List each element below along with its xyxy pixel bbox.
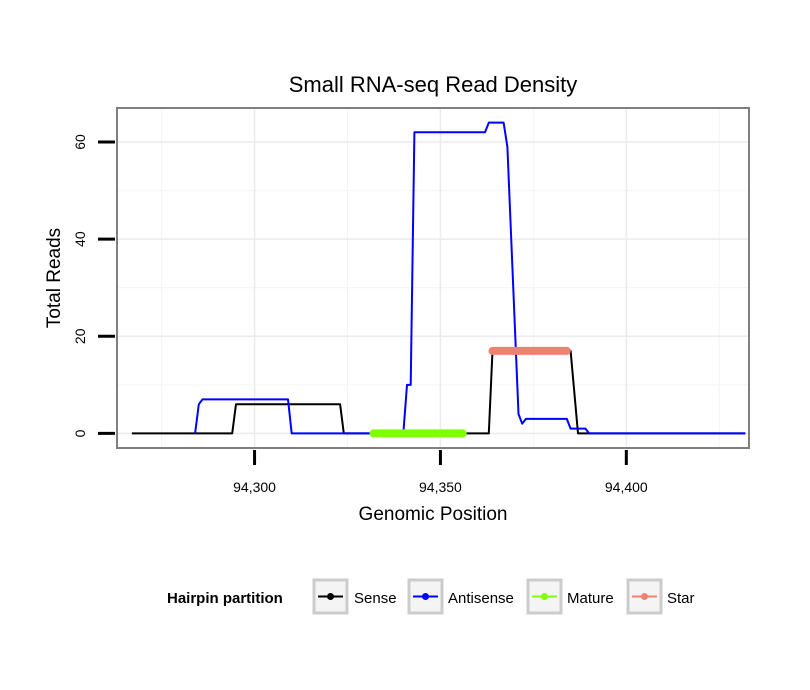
series-line-antisense: [194, 121, 746, 435]
legend-label: Mature: [567, 590, 614, 607]
y-tick-label: 0: [72, 429, 88, 437]
series-lines: [131, 121, 746, 438]
series-line-sense: [131, 349, 746, 435]
legend-key-point: [541, 593, 548, 600]
y-axis-title: Total Reads: [44, 228, 65, 328]
legend-label: Antisense: [448, 590, 514, 607]
legend-label: Sense: [354, 590, 397, 607]
x-tick-label: 94,350: [419, 479, 462, 495]
axes: 94,300 94,350 94,400 0 20 40 60: [72, 134, 648, 495]
y-tick-label: 20: [72, 328, 88, 344]
legend-title: Hairpin partition: [167, 590, 283, 607]
chart-title: Small RNA-seq Read Density: [289, 72, 578, 97]
x-tick-label: 94,400: [605, 479, 648, 495]
plot-panel-border: [116, 107, 750, 449]
y-tick-label: 40: [72, 231, 88, 247]
x-tick-label: 94,300: [233, 479, 276, 495]
legend-key-point: [422, 593, 429, 600]
legend-label: Star: [667, 590, 695, 607]
grid-lines: [117, 108, 749, 448]
y-tick-label: 60: [72, 134, 88, 150]
legend: Hairpin partition Sense Antisense Mature St…: [167, 578, 695, 615]
legend-key-point: [327, 593, 334, 600]
legend-key-point: [641, 593, 648, 600]
x-axis-title: Genomic Position: [359, 504, 508, 525]
